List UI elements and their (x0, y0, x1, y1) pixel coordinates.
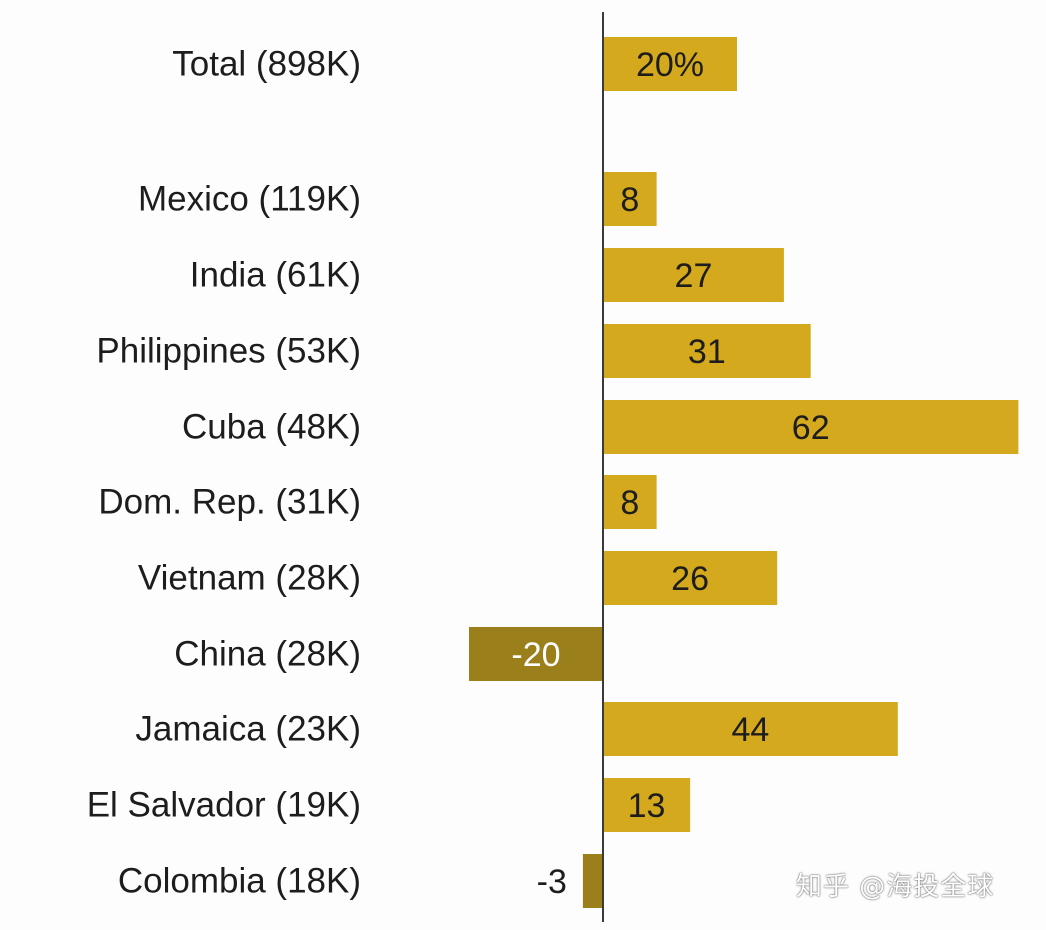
category-label-dom-rep: Dom. Rep. (31K) (98, 483, 361, 522)
value-label-philippines: 31 (688, 333, 726, 371)
category-label-vietnam: Vietnam (28K) (138, 559, 361, 598)
category-label-colombia: Colombia (18K) (118, 862, 361, 901)
value-label-india: 27 (675, 257, 713, 295)
category-label-el-salvador: El Salvador (19K) (87, 786, 361, 825)
value-label-china: -20 (511, 636, 560, 674)
bar-total (603, 37, 737, 91)
value-label-colombia: -3 (537, 863, 567, 901)
bar-philippines (603, 324, 811, 378)
bar-mexico (603, 172, 657, 226)
value-label-dom-rep: 8 (620, 484, 639, 522)
bar-cuba (603, 400, 1019, 454)
value-label-mexico: 8 (620, 181, 639, 219)
category-label-jamaica: Jamaica (23K) (135, 710, 361, 749)
value-label-vietnam: 26 (671, 560, 709, 598)
bar-el-salvador (603, 778, 691, 832)
category-label-total: Total (898K) (172, 45, 361, 84)
value-label-el-salvador: 13 (628, 787, 666, 825)
bar-jamaica (603, 702, 898, 756)
watermark: 知乎 @海投全球 (796, 872, 995, 902)
category-labels: Total (898K) Mexico (119K) India (61K) Phil… (87, 45, 361, 901)
bar-china (469, 627, 603, 681)
bar-vietnam (603, 551, 778, 605)
category-label-india: India (61K) (190, 256, 361, 295)
category-label-mexico: Mexico (119K) (138, 180, 361, 219)
bar-india (603, 248, 784, 302)
category-label-cuba: Cuba (48K) (182, 408, 361, 447)
bars-group (469, 37, 1019, 908)
bar-colombia (582, 854, 603, 908)
category-label-philippines: Philippines (53K) (96, 332, 361, 371)
value-label-total: 20% (636, 46, 704, 84)
value-label-jamaica: 44 (731, 711, 769, 749)
value-label-cuba: 62 (792, 409, 830, 447)
bar-dom-rep (603, 475, 657, 529)
category-label-china: China (28K) (174, 635, 361, 674)
value-labels: 20% 8 27 31 62 8 26 -20 44 13 -3 (511, 46, 829, 901)
